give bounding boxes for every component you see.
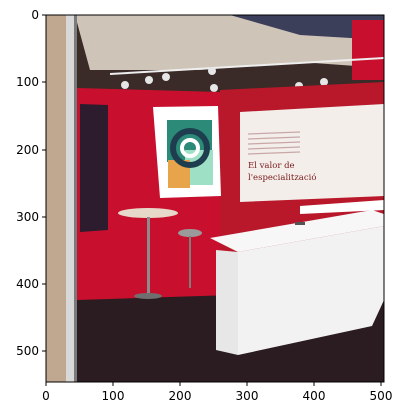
info-panel-line-3 (247, 141, 301, 145)
table-base (134, 293, 162, 299)
x-tick-label: 100 (102, 389, 125, 403)
spotlight-7 (320, 78, 328, 86)
pillar-edge (74, 15, 77, 382)
y-axis (42, 14, 46, 352)
x-tick-label: 500 (370, 389, 393, 403)
table-leg (147, 217, 150, 295)
ceiling-shadow (230, 15, 384, 40)
x-tick-label: 0 (42, 389, 50, 403)
spotlight-3 (162, 73, 170, 81)
sign-line-2: l'especialització (248, 172, 316, 183)
spotlight-1 (121, 81, 129, 89)
y-tick-label: 200 (16, 143, 39, 157)
info-panel (240, 104, 384, 202)
spotlight-5 (210, 84, 218, 92)
y-tick-label: 100 (16, 75, 39, 89)
stool-seat (178, 229, 202, 237)
counter-front (216, 250, 238, 355)
y-tick-label: 500 (16, 344, 39, 358)
photo: El valor de l'especialització (46, 15, 385, 382)
x-tick-label: 200 (169, 389, 192, 403)
poster-ring-outer (170, 128, 210, 168)
y-tick-label: 0 (31, 8, 39, 22)
dark-panel (80, 104, 108, 232)
poster-artwork (167, 120, 213, 188)
upper-red-wall-right (352, 20, 384, 80)
back-counter (300, 200, 384, 214)
left-wall (46, 15, 68, 382)
spotlight-4 (208, 67, 216, 75)
y-tick-label: 400 (16, 277, 39, 291)
counter-side (238, 226, 384, 355)
info-panel-line-1 (247, 131, 301, 135)
info-panel-line-4 (247, 146, 301, 150)
x-tick-label: 300 (236, 389, 259, 403)
pillar (66, 15, 76, 382)
counter-top (210, 210, 384, 252)
info-panel-line-5 (247, 151, 301, 155)
spotlight-2 (145, 76, 153, 84)
info-panel-text-lines (247, 131, 301, 155)
counter-item (295, 222, 305, 225)
x-tick-label: 400 (303, 389, 326, 403)
y-tick-label: 300 (16, 210, 39, 224)
stool-leg (189, 236, 191, 288)
x-axis (45, 382, 382, 386)
table-top (118, 208, 178, 218)
poster-ring-inner (180, 138, 200, 158)
info-panel-line-2 (247, 136, 301, 140)
lighting-rail (109, 57, 385, 75)
sign-line-1: El valor de (248, 161, 295, 171)
axes-frame (45, 14, 385, 383)
